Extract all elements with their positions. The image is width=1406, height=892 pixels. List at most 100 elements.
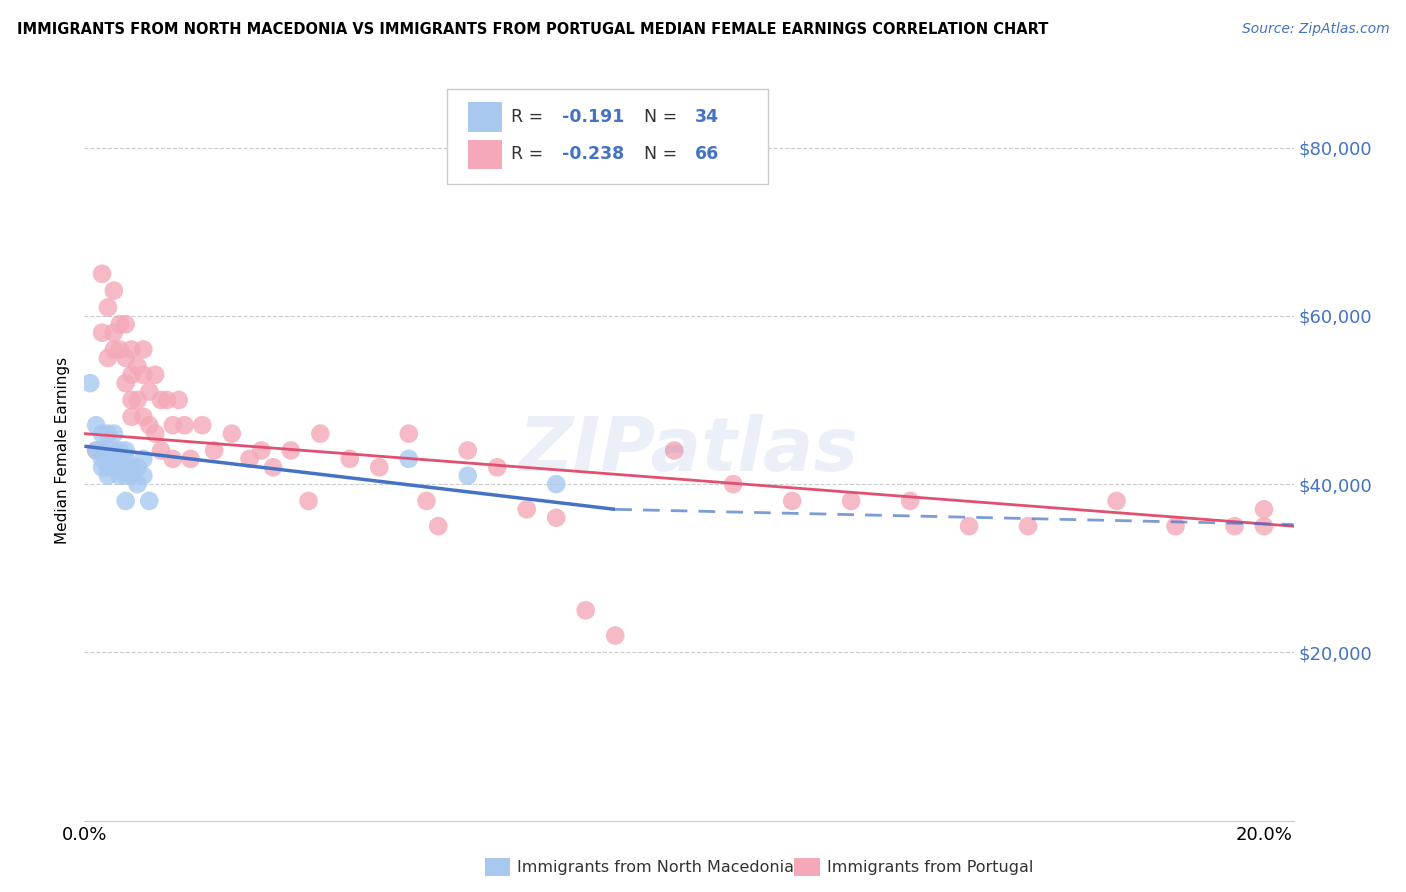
Point — [132, 451, 155, 466]
Point — [415, 494, 437, 508]
Text: 66: 66 — [695, 145, 720, 163]
Point — [238, 451, 260, 466]
Point — [368, 460, 391, 475]
Point — [898, 494, 921, 508]
Text: R =: R = — [512, 145, 548, 163]
Point — [127, 359, 149, 374]
Point — [132, 368, 155, 382]
Point — [103, 326, 125, 340]
Point — [103, 284, 125, 298]
Point — [457, 468, 479, 483]
Point — [121, 409, 143, 424]
Point — [97, 426, 120, 441]
Point — [103, 443, 125, 458]
Point — [1164, 519, 1187, 533]
Point — [103, 343, 125, 357]
Point — [114, 318, 136, 332]
FancyBboxPatch shape — [447, 89, 768, 184]
Point — [150, 392, 173, 407]
Point — [84, 443, 107, 458]
Point — [121, 468, 143, 483]
Point — [91, 451, 114, 466]
Point — [114, 376, 136, 391]
Point — [91, 267, 114, 281]
Y-axis label: Median Female Earnings: Median Female Earnings — [55, 357, 70, 544]
Point — [97, 351, 120, 365]
Text: Immigrants from Portugal: Immigrants from Portugal — [827, 860, 1033, 874]
Point — [84, 443, 107, 458]
Text: -0.191: -0.191 — [562, 108, 624, 127]
Point — [91, 326, 114, 340]
Point — [180, 451, 202, 466]
Point — [97, 451, 120, 466]
Point — [1253, 519, 1275, 533]
Point — [114, 351, 136, 365]
Text: R =: R = — [512, 108, 548, 127]
Text: N =: N = — [644, 108, 683, 127]
Point — [108, 443, 131, 458]
Point — [605, 628, 627, 642]
Point — [167, 392, 190, 407]
Point — [103, 460, 125, 475]
Point — [121, 368, 143, 382]
Point — [127, 460, 149, 475]
Point — [1253, 502, 1275, 516]
Point — [108, 460, 131, 475]
Point — [121, 392, 143, 407]
Point — [108, 468, 131, 483]
Point — [162, 451, 184, 466]
Point — [546, 477, 568, 491]
Point — [91, 443, 114, 458]
Point — [138, 494, 160, 508]
FancyBboxPatch shape — [468, 103, 502, 132]
Point — [143, 368, 166, 382]
Point — [221, 426, 243, 441]
Point — [457, 443, 479, 458]
Point — [143, 426, 166, 441]
Point — [97, 301, 120, 315]
Point — [108, 318, 131, 332]
Point — [664, 443, 686, 458]
Point — [91, 426, 114, 441]
Point — [156, 392, 179, 407]
Point — [173, 418, 195, 433]
Point — [957, 519, 980, 533]
Point — [1017, 519, 1039, 533]
Point — [97, 460, 120, 475]
Text: Immigrants from North Macedonia: Immigrants from North Macedonia — [517, 860, 794, 874]
FancyBboxPatch shape — [468, 139, 502, 169]
Point — [108, 451, 131, 466]
Point — [114, 443, 136, 458]
Text: N =: N = — [644, 145, 683, 163]
Point — [780, 494, 803, 508]
Point — [114, 468, 136, 483]
Point — [427, 519, 450, 533]
Point — [103, 451, 125, 466]
Point — [79, 376, 101, 391]
Point — [114, 451, 136, 466]
Point — [150, 443, 173, 458]
Point — [132, 409, 155, 424]
Point — [398, 426, 420, 441]
Point — [516, 502, 538, 516]
Point — [191, 418, 214, 433]
Point — [84, 418, 107, 433]
Point — [1105, 494, 1128, 508]
Point — [839, 494, 862, 508]
Point — [398, 451, 420, 466]
Point — [1223, 519, 1246, 533]
Point — [97, 443, 120, 458]
Text: IMMIGRANTS FROM NORTH MACEDONIA VS IMMIGRANTS FROM PORTUGAL MEDIAN FEMALE EARNIN: IMMIGRANTS FROM NORTH MACEDONIA VS IMMIG… — [17, 22, 1049, 37]
Point — [575, 603, 598, 617]
Text: ZIPatlas: ZIPatlas — [519, 414, 859, 487]
Point — [127, 477, 149, 491]
Point — [309, 426, 332, 441]
Point — [486, 460, 509, 475]
Point — [138, 384, 160, 399]
Point — [103, 426, 125, 441]
Point — [250, 443, 273, 458]
Point — [108, 343, 131, 357]
Point — [132, 468, 155, 483]
Point — [721, 477, 744, 491]
Text: 34: 34 — [695, 108, 718, 127]
